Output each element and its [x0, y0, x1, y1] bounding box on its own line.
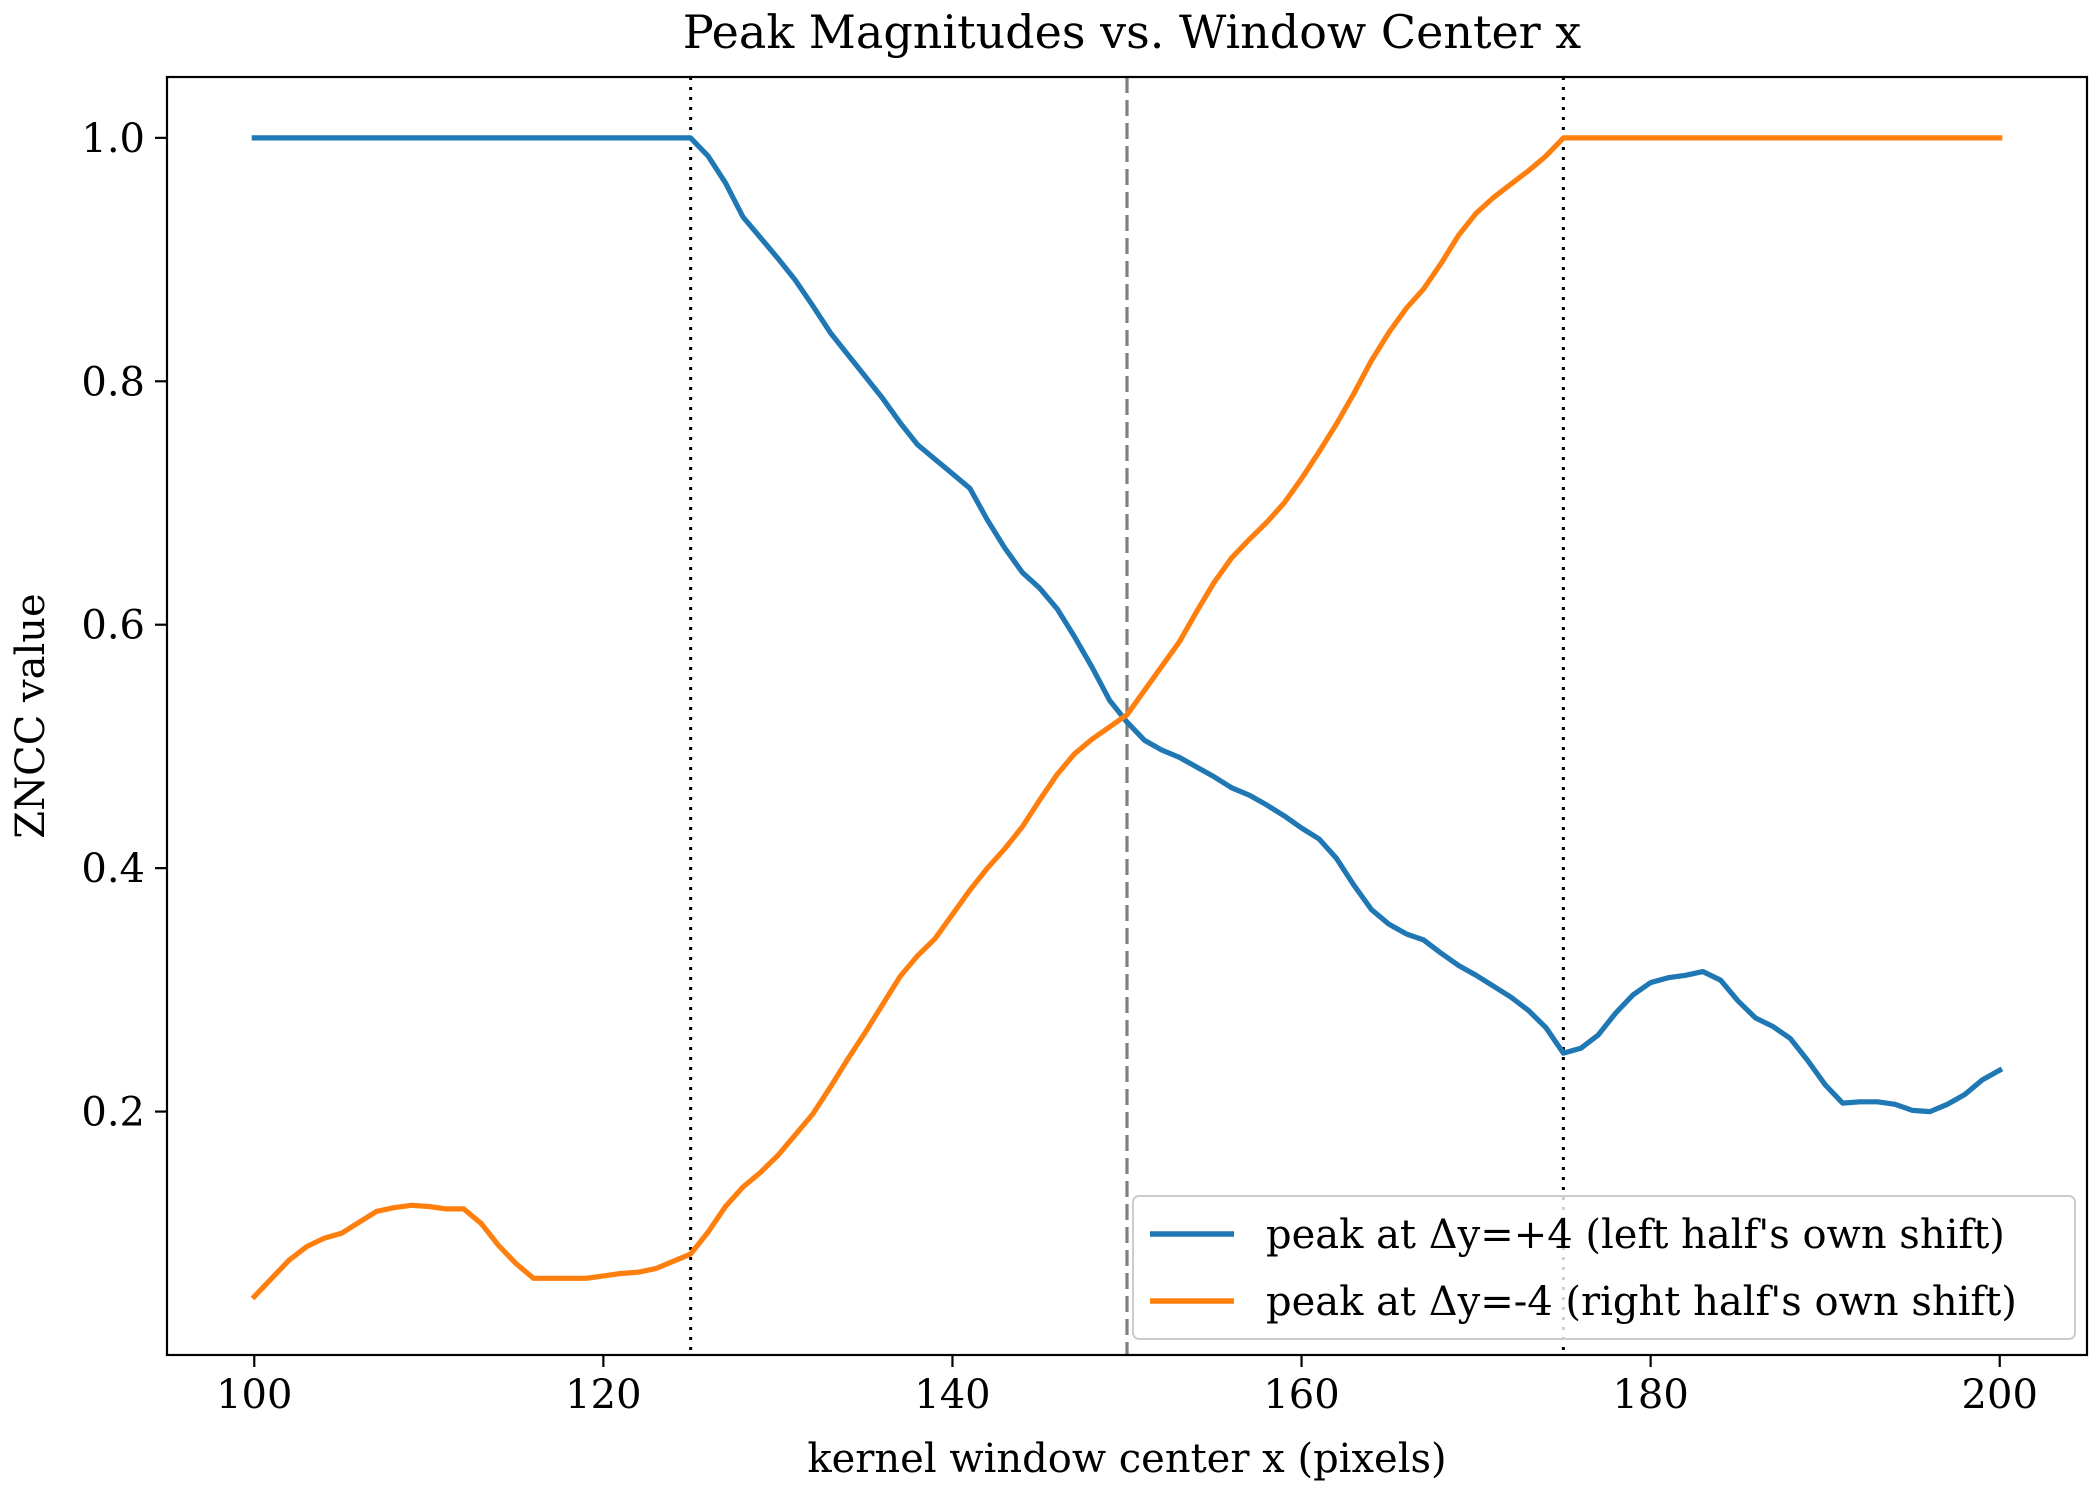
- x-axis-label: kernel window center x (pixels): [807, 1436, 1446, 1482]
- series-line-1: [250, 135, 2003, 1301]
- chart-title: Peak Magnitudes vs. Window Center x: [683, 5, 1581, 59]
- series-lines: [250, 135, 2004, 1301]
- y-axis-label: ZNCC value: [8, 593, 54, 838]
- x-tick-label-140: 140: [914, 1372, 990, 1418]
- legend-box: [1132, 1195, 2076, 1340]
- x-tick-label-200: 200: [1962, 1372, 2038, 1418]
- plot-area: [165, 75, 2089, 1357]
- x-tick-label-160: 160: [1263, 1372, 1339, 1418]
- x-tick-label-120: 120: [565, 1372, 641, 1418]
- y-tick-label-0.2: 0.2: [81, 1090, 145, 1136]
- x-axis: 100 120 140 160 180 200: [216, 1355, 2038, 1418]
- x-tick-label-180: 180: [1612, 1372, 1688, 1418]
- series-line-0: [251, 135, 2004, 1115]
- x-tick-label-100: 100: [216, 1372, 292, 1418]
- legend-label-right-shift: peak at Δy=-4 (right half's own shift): [1266, 1279, 2017, 1325]
- legend: peak at Δy=+4 (left half's own shift) pe…: [1132, 1195, 2076, 1340]
- y-tick-label-0.8: 0.8: [81, 359, 145, 405]
- y-tick-label-0.6: 0.6: [81, 603, 145, 649]
- reference-lines: [689, 77, 1565, 1355]
- y-tick-label-0.4: 0.4: [81, 846, 145, 892]
- legend-label-left-shift: peak at Δy=+4 (left half's own shift): [1266, 1212, 2005, 1258]
- y-tick-label-1: 1.0: [81, 116, 145, 162]
- y-axis: 0.2 0.4 0.6 0.8 1.0: [81, 116, 167, 1136]
- plot-frame: [165, 75, 2089, 1357]
